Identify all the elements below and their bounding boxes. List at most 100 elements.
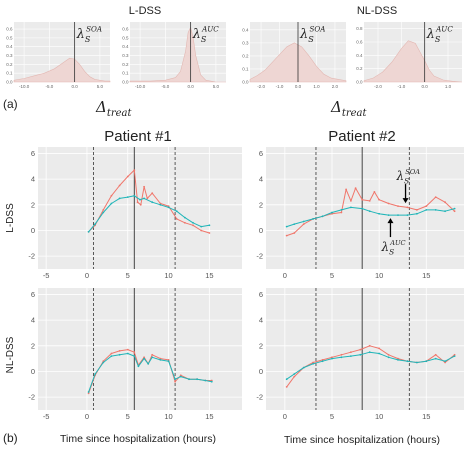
data-point-auc (118, 353, 121, 356)
data-point-auc (133, 355, 136, 357)
data-point-auc (285, 378, 288, 381)
y-tick-label: 4 (31, 316, 35, 325)
data-point-auc (174, 378, 177, 381)
x-tick-label: 10 (375, 412, 383, 421)
data-point-auc (406, 214, 409, 217)
x-tick-label: 15 (205, 271, 213, 280)
delta-treat-right: Δtreat (330, 98, 368, 119)
lambda-annotation: λSSOA (76, 25, 102, 44)
data-point-soa (345, 188, 347, 191)
annotation-arrow-head (387, 218, 394, 224)
y-tick-label: 6 (31, 290, 35, 299)
y-tick-label: 0.6 (356, 40, 363, 45)
data-point-soa (397, 357, 399, 360)
patient-1-title: Patient #1 (104, 128, 172, 145)
x-tick-label: -1.0 (397, 84, 405, 89)
x-tick-label: 0.0 (71, 84, 78, 89)
data-point-auc (94, 223, 96, 226)
data-point-auc (397, 214, 399, 217)
x-tick-label: 10 (375, 271, 383, 280)
data-point-soa (143, 185, 146, 188)
x-tick-label: -5 (43, 412, 50, 421)
data-point-soa (453, 210, 456, 213)
lambda-annotation: λSAUC (192, 25, 220, 44)
density-panel-nl-dss-auc: -2.0 -1.0 0.0 1.0 0.0 0.2 0.4 0.6 0.8 λSAUC (356, 22, 463, 89)
timeseries-panel-patient1-l-dss: -5 0 5 10 15 -2 0 2 4 6 (28, 147, 242, 280)
data-point-soa (378, 198, 380, 201)
y-tick-label: -2 (256, 252, 263, 261)
data-point-soa (444, 201, 446, 204)
data-point-auc (368, 351, 371, 354)
x-tick-label: -1.0 (276, 84, 284, 89)
y-tick-label: 0.5 (6, 35, 13, 40)
data-point-auc (139, 198, 141, 201)
panel-background (38, 147, 242, 269)
data-point-auc (321, 360, 324, 363)
y-tick-label: 0.4 (356, 53, 363, 58)
data-point-auc (159, 203, 162, 206)
density-panel-l-dss-auc: -10.0 -5.0 0.0 5.0 0.0 0.1 0.2 0.3 0.4 0.5 0.6 λSAU… (122, 22, 226, 89)
x-tick-label: 15 (205, 412, 213, 421)
data-point-auc (196, 378, 199, 381)
data-point-auc (321, 215, 324, 218)
data-point-auc (175, 210, 178, 213)
data-point-auc (167, 360, 170, 363)
y-tick-label: 0.3 (242, 40, 249, 45)
data-point-auc (143, 357, 146, 360)
data-point-soa (285, 234, 288, 237)
data-point-soa (208, 232, 211, 234)
data-point-soa (312, 361, 314, 364)
y-tick-label: 0.3 (122, 53, 129, 58)
data-point-soa (397, 205, 399, 208)
data-point-auc (312, 218, 314, 220)
data-point-auc (192, 221, 194, 224)
group-title-nl-dss: NL-DSS (357, 5, 397, 17)
y-tick-label: 2 (259, 200, 263, 209)
data-point-auc (188, 378, 190, 381)
y-tick-label: 0.2 (242, 53, 249, 58)
data-point-soa (331, 356, 333, 359)
data-point-auc (350, 206, 352, 209)
timeseries-panel-patient2-l-dss: 0 5 10 15 -2 0 2 4 6 λSSOA λSAUC (256, 147, 464, 280)
data-point-auc (137, 365, 140, 368)
y-tick-label: 0.5 (122, 35, 129, 40)
panel-background (266, 288, 464, 410)
y-tick-label: 0.1 (242, 66, 249, 71)
data-point-auc (208, 224, 211, 227)
data-point-soa (350, 200, 352, 202)
data-point-auc (179, 375, 182, 378)
x-tick-label: 15 (422, 271, 430, 280)
data-point-auc (434, 357, 437, 360)
x-tick-label: 0 (283, 271, 287, 280)
data-point-auc (434, 209, 437, 211)
y-tick-label: -2 (256, 393, 263, 402)
data-point-auc (102, 211, 105, 214)
data-point-auc (159, 359, 162, 361)
data-point-auc (210, 380, 213, 383)
data-point-auc (167, 206, 170, 209)
data-point-auc (453, 207, 456, 210)
xlabel-patient-1: Time since hospitalization (hours) (60, 433, 216, 445)
data-point-auc (302, 366, 305, 369)
x-tick-label: 10 (164, 412, 172, 421)
x-tick-label: -2.0 (257, 84, 265, 89)
data-point-soa (139, 203, 142, 206)
panel-background (266, 147, 464, 269)
data-point-soa (331, 212, 333, 215)
data-point-auc (387, 356, 390, 359)
x-tick-label: -5.0 (45, 84, 53, 89)
data-point-auc (331, 211, 333, 214)
data-point-soa (350, 351, 352, 354)
data-point-auc (340, 209, 343, 211)
density-area (363, 40, 463, 83)
data-point-soa (373, 191, 376, 193)
x-tick-label: 5 (126, 412, 130, 421)
data-point-auc (184, 216, 186, 219)
lambda-annotation: λSSOA (299, 25, 325, 44)
data-point-soa (143, 356, 146, 359)
x-tick-label: -5 (43, 271, 50, 280)
data-point-auc (406, 360, 409, 363)
data-point-soa (378, 347, 380, 350)
data-point-soa (285, 386, 288, 388)
data-point-auc (126, 352, 129, 355)
